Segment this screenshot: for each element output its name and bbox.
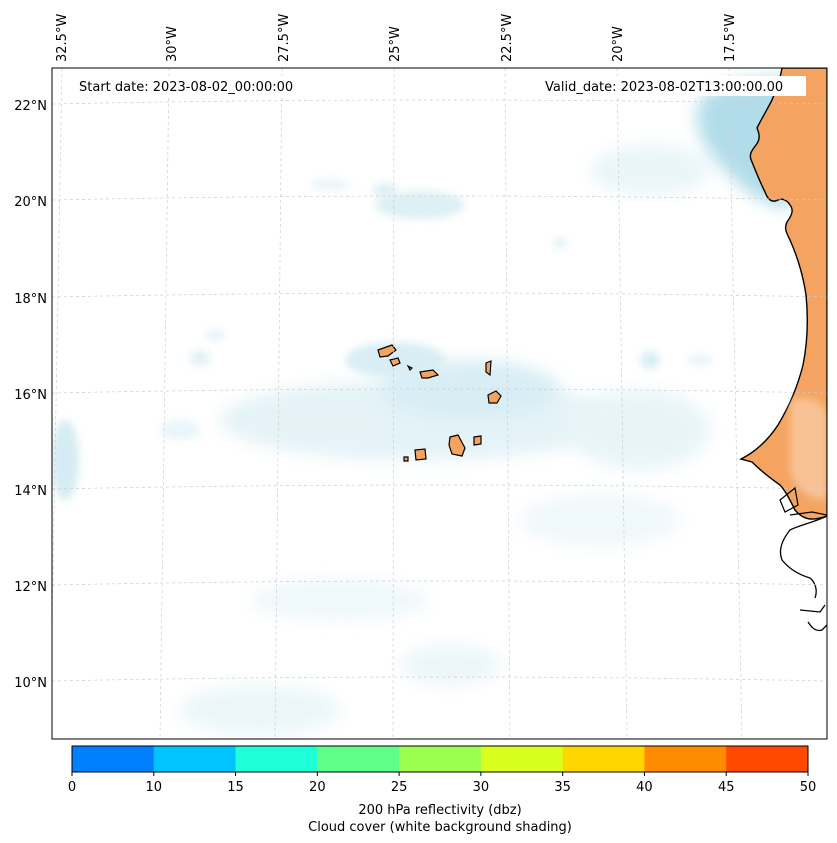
- start-date-label: Start date: 2023-08-02_00:00:00: [79, 80, 293, 95]
- colorbar: 0 10 15 20 25 30 35 40 45 50: [68, 745, 817, 795]
- colorbar-label-line1: 200 hPa reflectivity (dbz): [358, 803, 521, 818]
- latitude-label: 22°N: [14, 99, 47, 114]
- longitude-label: 20°W: [611, 26, 626, 62]
- longitude-label: 25°W: [388, 26, 403, 62]
- colorbar-segment: [72, 746, 155, 772]
- colorbar-segment: [726, 746, 809, 772]
- longitude-labels: 32.5°W 30°W 27.5°W 25°W 22.5°W 20°W 17.5°W: [55, 14, 738, 62]
- valid-date-label: Valid_date: 2023-08-02T13:00:00.00: [545, 80, 783, 95]
- latitude-labels: 22°N 20°N 18°N 16°N 14°N 12°N 10°N: [14, 99, 47, 691]
- colorbar-tick-label: 30: [473, 780, 490, 795]
- colorbar-segment: [562, 746, 645, 772]
- latitude-label: 16°N: [14, 388, 47, 403]
- start-date-box: [72, 76, 312, 96]
- latitude-label: 18°N: [14, 292, 47, 307]
- map-border: [51, 67, 828, 740]
- colorbar-segment: [399, 746, 482, 772]
- colorbar-segment: [480, 746, 564, 772]
- latitude-label: 12°N: [14, 580, 47, 595]
- colorbar-tick-label: 0: [68, 780, 76, 795]
- colorbar-tick-label: 10: [146, 780, 163, 795]
- land-cloud-patch: [790, 398, 827, 500]
- guinea-bissau-coast: [779, 515, 827, 632]
- colorbar-tick-label: 40: [636, 780, 653, 795]
- colorbar-tick-label: 45: [718, 780, 735, 795]
- longitude-label: 30°W: [165, 26, 180, 62]
- colorbar-label-line2: Cloud cover (white background shading): [308, 820, 572, 835]
- gambia-outline: [779, 486, 827, 516]
- cape-verde-islands: [377, 344, 502, 462]
- colorbar-segment: [644, 746, 727, 772]
- colorbar-segment: [153, 746, 237, 772]
- colorbar-segment: [317, 746, 400, 772]
- latitude-label: 20°N: [14, 195, 47, 210]
- latitude-label: 10°N: [14, 676, 47, 691]
- colorbar-tick-label: 15: [227, 780, 244, 795]
- colorbar-tick-label: 25: [391, 780, 408, 795]
- latitude-label: 14°N: [14, 484, 47, 499]
- valid-date-box: [540, 76, 806, 96]
- longitude-label: 17.5°W: [723, 14, 738, 62]
- colorbar-tick-label: 20: [309, 780, 326, 795]
- colorbar-tick-label: 35: [554, 780, 571, 795]
- colorbar-border: [71, 745, 809, 773]
- longitude-label: 32.5°W: [55, 14, 70, 62]
- longitude-label: 27.5°W: [277, 14, 292, 62]
- colorbar-segment: [235, 746, 318, 772]
- gridlines: [52, 68, 827, 739]
- longitude-label: 22.5°W: [500, 14, 515, 62]
- colorbar-tick-label: 50: [800, 780, 817, 795]
